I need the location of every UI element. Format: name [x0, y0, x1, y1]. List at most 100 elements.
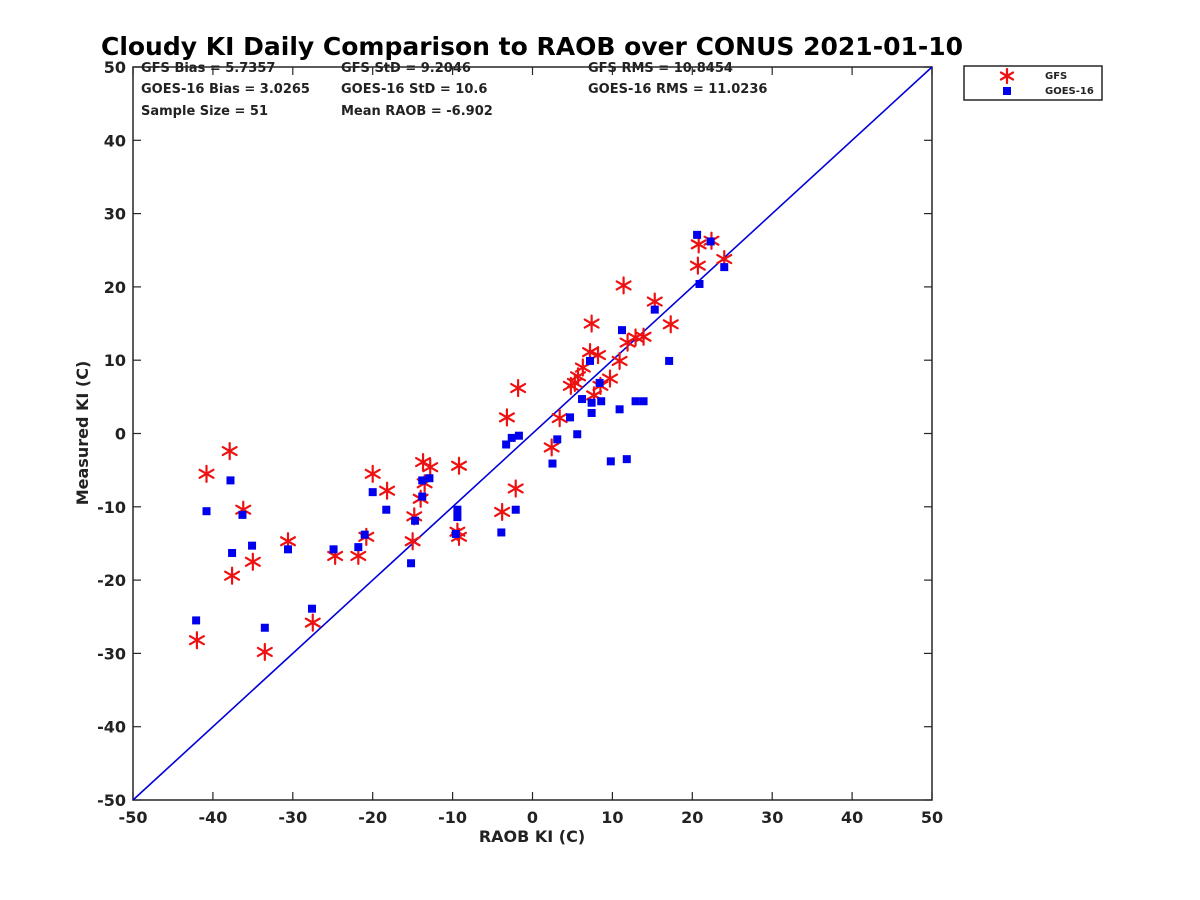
- goes-16-point: [418, 476, 427, 485]
- goes-16-point: [615, 405, 624, 414]
- goes-16-point: [382, 505, 391, 514]
- gfs-point: [364, 464, 381, 483]
- gfs-point: [198, 464, 215, 483]
- reference-line-group: [132, 66, 933, 801]
- gfs-point: [224, 566, 241, 585]
- x-tick-label: -40: [198, 808, 227, 827]
- legend-gfs-marker: [999, 67, 1015, 85]
- gfs-point: [379, 481, 396, 500]
- goes-16-point: [226, 476, 235, 485]
- goes-16-point: [511, 505, 520, 514]
- goes-16-point: [553, 435, 562, 444]
- goes-16-point: [307, 604, 316, 613]
- y-tick-label: -20: [97, 571, 126, 590]
- series-goes-16: [192, 230, 729, 632]
- goes-16-point: [368, 488, 377, 497]
- stat-sample-size: Sample Size = 51: [141, 104, 268, 119]
- goes-16-point: [606, 457, 615, 466]
- gfs-point: [510, 378, 527, 398]
- gfs-point: [615, 276, 632, 295]
- goes-16-point: [507, 433, 516, 442]
- goes-16-point: [497, 528, 506, 537]
- goes-16-point: [418, 492, 427, 501]
- gfs-point: [662, 315, 679, 334]
- stat-gfs-rms: GFS RMS = 10.8454: [588, 61, 733, 76]
- goes-16-point: [260, 623, 269, 632]
- goes-16-point: [453, 513, 462, 522]
- stat-goes-std: GOES-16 StD = 10.6: [341, 82, 487, 97]
- x-tick-label: 30: [761, 808, 783, 827]
- x-tick-label: -20: [358, 808, 387, 827]
- series-gfs: [188, 231, 733, 662]
- goes-16-point: [360, 530, 369, 539]
- gfs-point: [221, 441, 238, 461]
- legend-box: [963, 65, 1103, 101]
- goes-16-point: [693, 230, 702, 239]
- goes-16-point: [706, 237, 715, 246]
- gfs-point: [611, 351, 628, 371]
- x-tick-label: 0: [527, 808, 538, 827]
- y-tick-label: -40: [97, 718, 126, 737]
- stat-gfs-std: GFS StD = 9.2046: [341, 61, 471, 76]
- gfs-point: [188, 631, 205, 650]
- gfs-point: [551, 409, 568, 428]
- goes-16-point: [597, 397, 606, 406]
- y-tick-label: 0: [115, 425, 126, 444]
- gfs-point: [244, 552, 261, 571]
- gfs-point: [601, 369, 619, 388]
- stat-gfs-bias: GFS Bias = 5.7357: [141, 61, 275, 76]
- goes-16-point: [695, 279, 704, 288]
- gfs-point: [507, 479, 524, 498]
- goes-16-point: [407, 559, 416, 568]
- one-to-one-line: [132, 66, 933, 801]
- y-tick-label: 40: [104, 131, 126, 150]
- x-tick-label: 10: [601, 808, 623, 827]
- legend-gfs-label: GFS: [1045, 71, 1067, 82]
- gfs-point: [450, 456, 468, 475]
- goes-16-point: [453, 505, 462, 514]
- x-axis-label: RAOB KI (C): [479, 827, 585, 846]
- goes-16-point: [617, 326, 626, 335]
- goes-16-point: [425, 474, 434, 483]
- stat-goes-bias: GOES-16 Bias = 3.0265: [141, 82, 310, 97]
- x-tick-label: 50: [921, 808, 943, 827]
- legend-gfs-symbol: [999, 67, 1015, 85]
- goes-16-point: [514, 431, 523, 440]
- goes-16-point: [502, 440, 511, 449]
- goes-16-point: [248, 541, 257, 550]
- y-axis-label: Measured KI (C): [73, 361, 92, 506]
- x-tick-label: 20: [681, 808, 703, 827]
- gfs-point: [689, 256, 706, 275]
- gfs-point: [543, 438, 560, 457]
- gfs-point: [304, 613, 321, 632]
- legend-goes-16-symbol: [1003, 87, 1011, 95]
- y-tick-label: -30: [97, 644, 126, 663]
- chart-title: Cloudy KI Daily Comparison to RAOB over …: [101, 32, 963, 61]
- statistics-annotations: GFS Bias = 5.7357 GFS StD = 9.2046 GFS R…: [141, 61, 767, 119]
- legend: GFS GOES-16: [963, 65, 1103, 101]
- y-tick-label: 20: [104, 278, 126, 297]
- goes-16-point: [586, 356, 595, 365]
- goes-16-point: [622, 455, 631, 464]
- y-tick-label: -50: [97, 791, 126, 810]
- y-tick-label: 30: [104, 205, 126, 224]
- goes-16-point: [354, 543, 363, 552]
- goes-16-point: [192, 616, 201, 625]
- gfs-point: [404, 532, 421, 551]
- x-tick-label: -50: [119, 808, 148, 827]
- gfs-point: [635, 327, 652, 346]
- data-points: [188, 230, 733, 662]
- goes-16-point: [587, 408, 596, 417]
- x-tick-label: 40: [841, 808, 863, 827]
- goes-16-point: [284, 545, 293, 554]
- goes-16-point: [631, 397, 640, 406]
- goes-16-point: [720, 263, 729, 272]
- legend-goes-16-marker: [1003, 87, 1011, 95]
- x-tick-label: -10: [438, 808, 467, 827]
- axis-ticks: -50 -40 -30 -20 -10 0 10 20 30 40 50 -50 -40 -30 -20 -1…: [97, 58, 943, 827]
- gfs-point: [498, 408, 515, 427]
- goes-16-point: [665, 356, 674, 365]
- goes-16-point: [329, 545, 338, 554]
